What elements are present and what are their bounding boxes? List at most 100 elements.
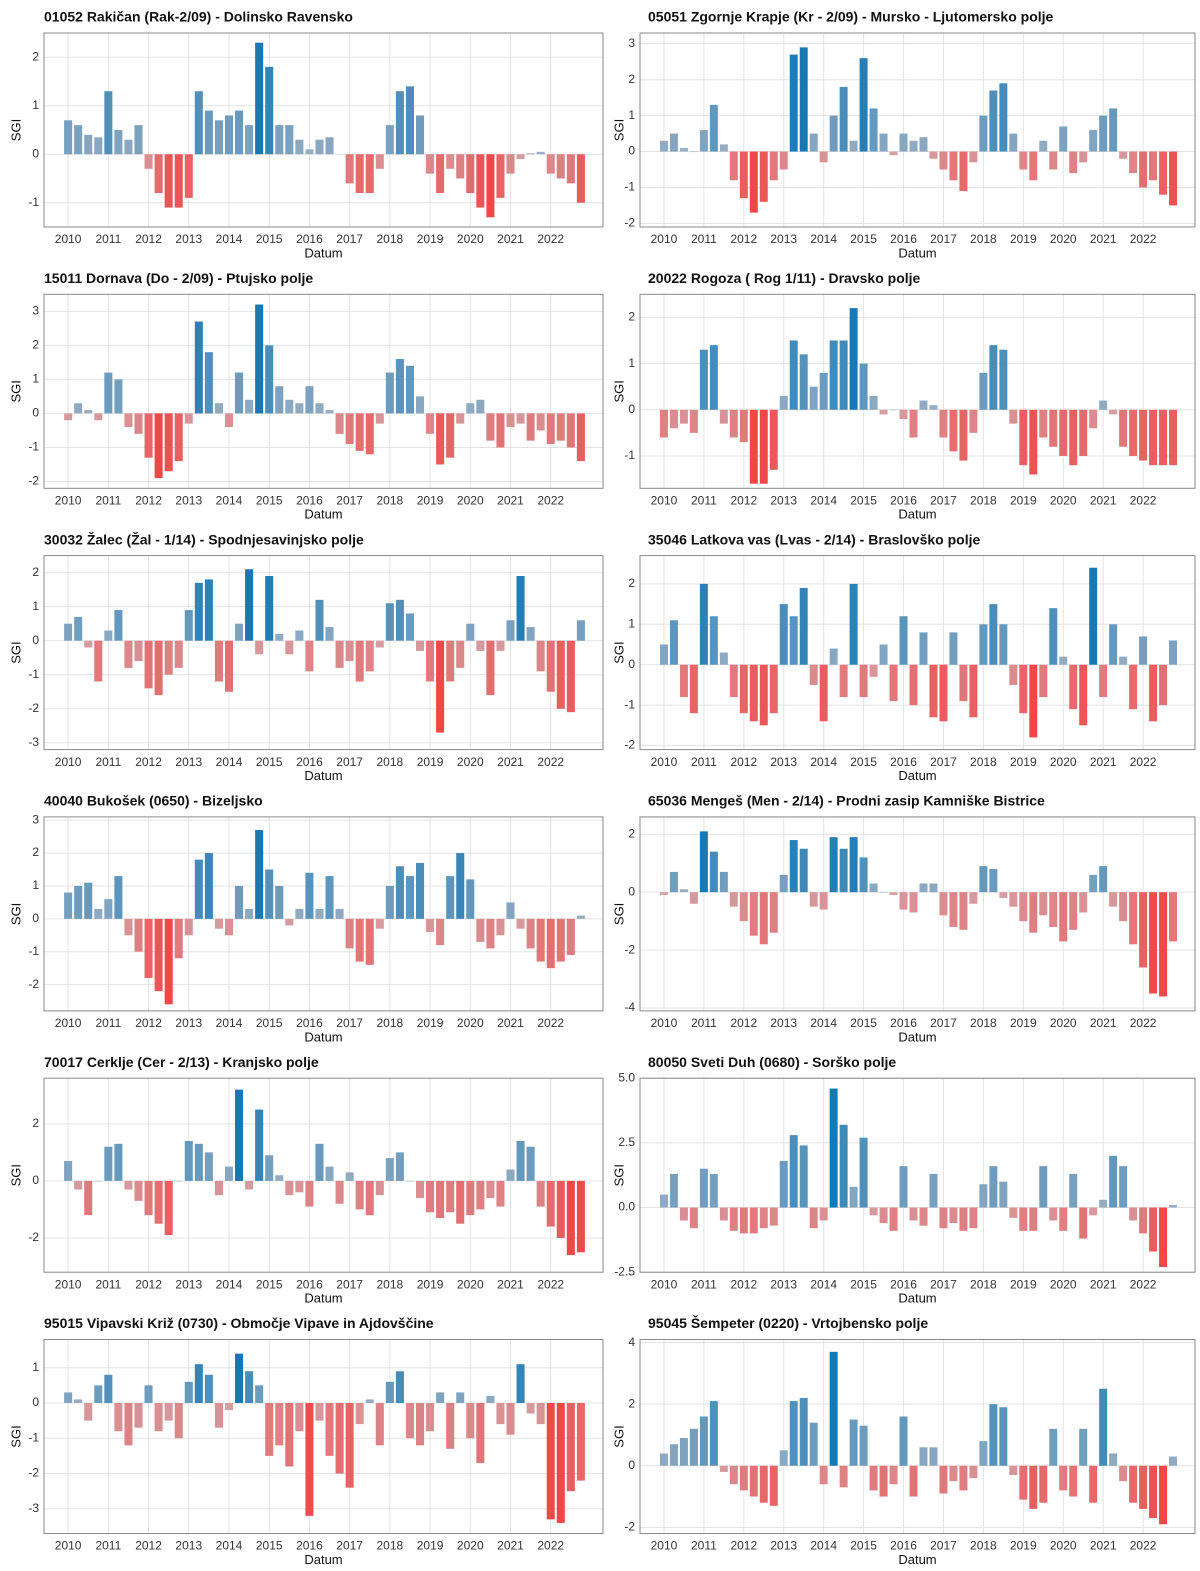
chart-title: 40040 Bukošek (0650) - Bizeljsko: [44, 793, 263, 809]
plot-border: [43, 1339, 604, 1534]
bar: [1089, 409, 1098, 429]
bar: [546, 413, 555, 445]
bar: [164, 918, 173, 1005]
x-tick-label: 2015: [850, 1277, 877, 1291]
x-tick-label: 2018: [377, 493, 404, 507]
bar: [1079, 892, 1088, 913]
bar: [124, 918, 133, 936]
chart-panel: 30032 Žalec (Žal - 1/14) - Spodnjesavinj…: [8, 530, 604, 783]
bar: [939, 892, 948, 916]
bar: [446, 640, 455, 682]
x-tick-label: 2018: [377, 1539, 404, 1553]
bar: [729, 664, 738, 698]
y-tick-label: 1: [628, 616, 635, 630]
y-tick-label: 2: [32, 565, 39, 579]
bar: [436, 918, 445, 946]
bar: [1119, 409, 1128, 447]
bar: [779, 874, 788, 893]
bar: [204, 579, 213, 641]
y-tick-label: 2: [32, 845, 39, 859]
bar: [1039, 140, 1048, 152]
x-tick-label: 2016: [296, 493, 323, 507]
chart-panel: 05051 Zgornje Krapje (Kr - 2/09) - Mursk…: [611, 9, 1196, 260]
bar: [949, 151, 958, 181]
bar: [759, 409, 768, 484]
x-tick-label: 2014: [216, 1277, 243, 1291]
x-tick-label: 2016: [890, 1016, 917, 1030]
bar: [154, 1402, 163, 1432]
x-tick-label: 2017: [336, 493, 363, 507]
bar: [959, 664, 968, 702]
x-tick-label: 2014: [810, 1016, 837, 1030]
bar: [669, 620, 678, 665]
bar: [1019, 409, 1028, 466]
bar: [1079, 1207, 1088, 1239]
y-tick-label: 2: [32, 338, 39, 352]
chart-panel: 70017 Cerklje (Cer - 2/13) - Kranjsko po…: [8, 1054, 604, 1306]
bar: [405, 613, 414, 641]
bar: [869, 1207, 878, 1216]
bar: [365, 1180, 374, 1216]
bar: [1029, 664, 1038, 738]
bar: [124, 413, 133, 428]
bar: [969, 892, 978, 904]
bar: [466, 403, 475, 414]
bar: [446, 154, 455, 169]
bar: [486, 1180, 495, 1199]
bar: [889, 892, 898, 896]
bar: [699, 1416, 708, 1466]
bar: [164, 1402, 173, 1421]
bar: [305, 386, 314, 414]
y-tick-label: -3: [28, 1501, 39, 1515]
x-tick-label: 2013: [175, 493, 202, 507]
bar: [1059, 1207, 1068, 1231]
bar: [245, 399, 254, 414]
x-tick-label: 2021: [1090, 1539, 1117, 1553]
bar: [154, 640, 163, 696]
y-tick-label: -3: [28, 735, 39, 749]
x-tick-label: 2018: [970, 755, 997, 769]
bar: [669, 1173, 678, 1208]
bar: [405, 86, 414, 155]
bar: [64, 120, 73, 155]
bar: [526, 1146, 535, 1181]
bar: [466, 1180, 475, 1216]
x-tick-label: 2010: [651, 232, 678, 246]
bar: [879, 644, 888, 665]
bar: [114, 876, 123, 919]
x-tick-label: 2021: [497, 1016, 524, 1030]
bar: [899, 616, 908, 665]
bar: [1039, 1465, 1048, 1503]
x-tick-label: 2020: [1050, 1016, 1077, 1030]
bar: [809, 664, 818, 685]
bar: [74, 403, 83, 414]
x-axis-title: Datum: [898, 1291, 936, 1306]
bar: [769, 664, 778, 714]
bar: [64, 1160, 73, 1181]
bar: [214, 1180, 223, 1196]
y-tick-label: 0: [32, 633, 39, 647]
bar: [154, 154, 163, 194]
chart-title: 35046 Latkova vas (Lvas - 2/14) - Braslo…: [648, 531, 980, 547]
bar: [1069, 1465, 1078, 1497]
bar: [506, 620, 515, 641]
bar: [689, 409, 698, 433]
bar: [224, 115, 234, 155]
x-tick-label: 2010: [55, 493, 82, 507]
bar: [255, 830, 264, 919]
bar: [1039, 892, 1048, 916]
bar: [576, 1402, 585, 1481]
bar: [214, 640, 223, 682]
bar: [124, 1180, 133, 1190]
x-tick-label: 2022: [1130, 493, 1157, 507]
x-tick-label: 2011: [691, 232, 717, 246]
y-tick-label: 0: [628, 884, 635, 898]
bar: [1149, 1207, 1158, 1252]
bar: [819, 1207, 828, 1221]
bar: [679, 147, 688, 152]
x-axis-title: Datum: [304, 768, 342, 783]
bar: [476, 918, 485, 942]
y-axis-title: SGI: [611, 380, 626, 402]
bar: [496, 918, 505, 936]
bar: [1059, 409, 1068, 456]
